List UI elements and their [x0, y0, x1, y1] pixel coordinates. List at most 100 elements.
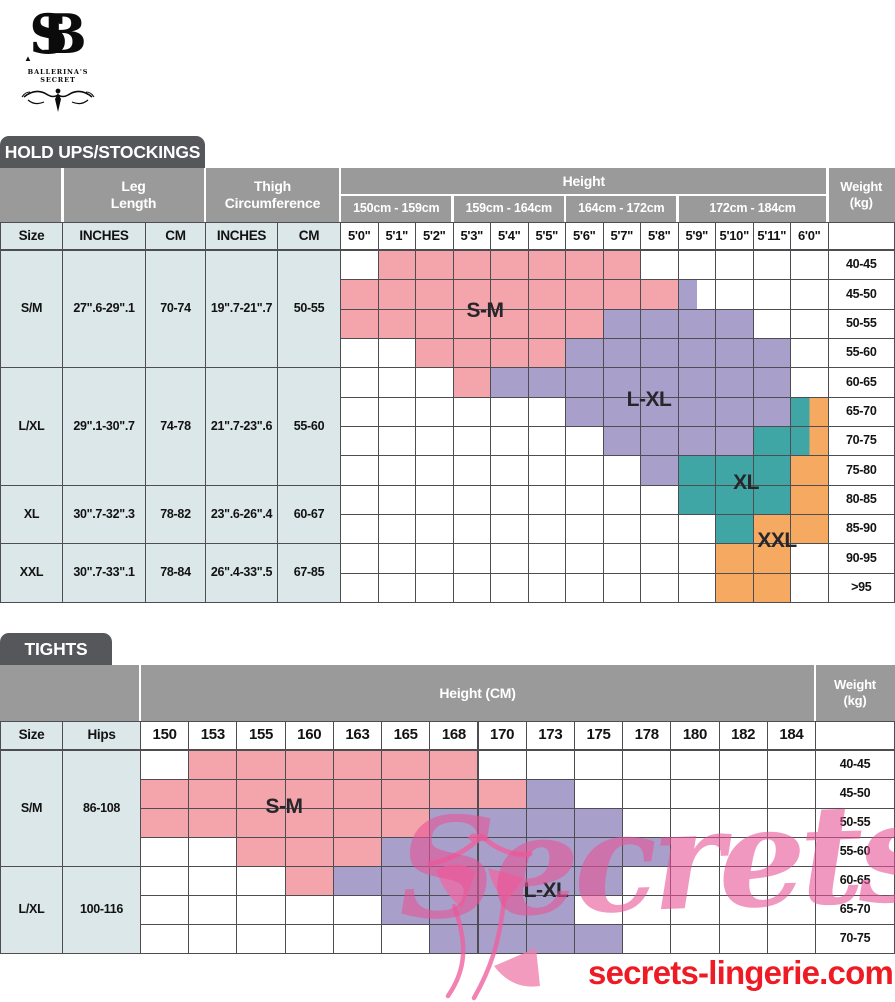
height-header: 178 [622, 721, 671, 750]
grid-cell [333, 808, 382, 838]
grid-cell [188, 895, 237, 925]
grid-cell [719, 779, 768, 809]
grid-cell [381, 924, 430, 954]
grid-cell [188, 808, 237, 838]
grid-cell [285, 837, 334, 867]
band-separator [139, 665, 142, 721]
grid-cell [767, 924, 816, 954]
grid-cell [236, 924, 285, 954]
grid-cell [333, 837, 382, 867]
grid-cell [381, 895, 430, 925]
grid-cell [719, 808, 768, 838]
grid-cell [478, 866, 527, 896]
grid-cell [429, 895, 478, 925]
grid-cell [622, 895, 671, 925]
grid-cell [140, 924, 189, 954]
grid-cell [670, 808, 719, 838]
grid-cell [767, 895, 816, 925]
weight-label: 60-65 [815, 866, 895, 896]
grid-cell [622, 750, 671, 780]
grid-cell [429, 837, 478, 867]
grid-cell [285, 895, 334, 925]
grid-cell [526, 750, 575, 780]
grid-cell [767, 779, 816, 809]
height-header: 180 [670, 721, 719, 750]
height-header: 153 [188, 721, 237, 750]
grid-cell [526, 837, 575, 867]
height-header: 160 [285, 721, 334, 750]
weight-header-cell [815, 721, 895, 750]
website-url: secrets-lingerie.com [588, 954, 893, 992]
grid-cell [574, 750, 623, 780]
weight-label: 45-50 [815, 779, 895, 809]
region-label-s-m: S-M [266, 795, 303, 819]
grid-cell [236, 895, 285, 925]
grid-cell [140, 808, 189, 838]
grid-cell [429, 808, 478, 838]
grid-cell [381, 837, 430, 867]
grid-cell [381, 808, 430, 838]
grid-cell [574, 779, 623, 809]
grid-cell [622, 779, 671, 809]
grid-cell [381, 750, 430, 780]
grid-cell [140, 866, 189, 896]
band-separator [814, 665, 817, 721]
grid-cell [767, 866, 816, 896]
grid-cell [429, 866, 478, 896]
grid-cell [285, 866, 334, 896]
grid-cell [381, 866, 430, 896]
grid-cell [670, 895, 719, 925]
grid-cell [574, 837, 623, 867]
height-header: 173 [526, 721, 575, 750]
grid-cell [188, 866, 237, 896]
grid-cell [140, 779, 189, 809]
hips-cell: 86-108 [62, 750, 141, 867]
grid-cell [285, 750, 334, 780]
region-label-l-xl: L-XL [524, 879, 569, 903]
region-label-xl: XL [733, 471, 759, 495]
grid-cell [333, 866, 382, 896]
grid-cell [670, 924, 719, 954]
grid-cell [622, 866, 671, 896]
grid-cell [767, 750, 816, 780]
grid-cell [719, 837, 768, 867]
weight-label: 50-55 [815, 808, 895, 838]
grid-cell [381, 779, 430, 809]
grid-cell [333, 779, 382, 809]
grid-cell [622, 924, 671, 954]
grid-cell [478, 779, 527, 809]
grid-cell [478, 924, 527, 954]
grid-cell [574, 924, 623, 954]
grid-cell [188, 924, 237, 954]
grid-cell [670, 837, 719, 867]
weight-label: 70-75 [815, 924, 895, 954]
height-header: 155 [236, 721, 285, 750]
height-header: 170 [478, 721, 527, 750]
height-header: 175 [574, 721, 623, 750]
grid-cell [574, 866, 623, 896]
grid-cell [429, 779, 478, 809]
grid-cell [236, 837, 285, 867]
grid-cell [574, 895, 623, 925]
weight-label: 40-45 [815, 750, 895, 780]
grid-cell [526, 779, 575, 809]
grid-cell [333, 924, 382, 954]
grid-cell [767, 837, 816, 867]
region-label-l-xl: L-XL [627, 388, 672, 412]
grid-cell [719, 924, 768, 954]
height-cm-header: Height (CM) [140, 665, 815, 721]
weight-label: 55-60 [815, 837, 895, 867]
grid-cell [333, 895, 382, 925]
region-label-xxl: XXL [757, 529, 796, 553]
grid-cell [670, 779, 719, 809]
grid-cell [767, 808, 816, 838]
grid-cell [188, 779, 237, 809]
grid-cell [236, 750, 285, 780]
height-header: 184 [767, 721, 816, 750]
grid-cell [333, 750, 382, 780]
grid-cell [719, 866, 768, 896]
grid-cell [188, 750, 237, 780]
grid-cell [670, 866, 719, 896]
grid-cell [429, 750, 478, 780]
